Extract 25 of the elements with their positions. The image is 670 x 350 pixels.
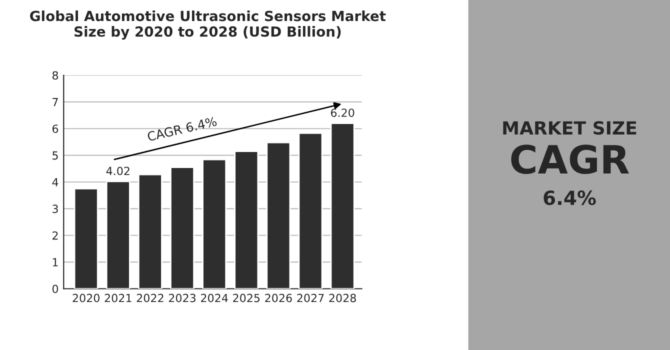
x-tick-label: 2023 [168, 294, 196, 302]
text: MARKET SIZE [503, 121, 636, 135]
chart-title: Global Automotive Ultrasonic Sensors Market Size by 2020 to 2028 (USD Billion) [30, 10, 386, 40]
data-label: 6.20 [330, 108, 354, 117]
x-tick-label: 2024 [201, 294, 228, 302]
y-tick-label: 8 [52, 71, 58, 80]
x-tick-label: 2026 [265, 294, 292, 302]
y-tick-label: 7 [52, 98, 58, 106]
text: CAGR [511, 144, 629, 174]
data-label: 4.02 [106, 166, 130, 176]
y-tick-label: 5 [52, 151, 58, 160]
y-tick-label: 4 [52, 178, 58, 186]
x-tick-label: 2022 [136, 294, 164, 302]
x-tick-label: 2025 [233, 294, 260, 302]
x-tick-label: 2027 [297, 294, 324, 302]
y-tick-label: 0 [52, 284, 58, 294]
x-tick-label: 2020 [72, 294, 100, 302]
y-tick-label: 2 [52, 231, 58, 240]
y-tick-label: 3 [52, 204, 58, 214]
text: 6.4% [544, 190, 596, 206]
x-tick-label: 2028 [329, 294, 356, 302]
y-tick-label: 1 [52, 258, 58, 266]
y-tick-label: 6 [52, 124, 58, 134]
annotation: CAGR 6.4% [146, 116, 218, 142]
x-tick-label: 2021 [104, 294, 132, 302]
